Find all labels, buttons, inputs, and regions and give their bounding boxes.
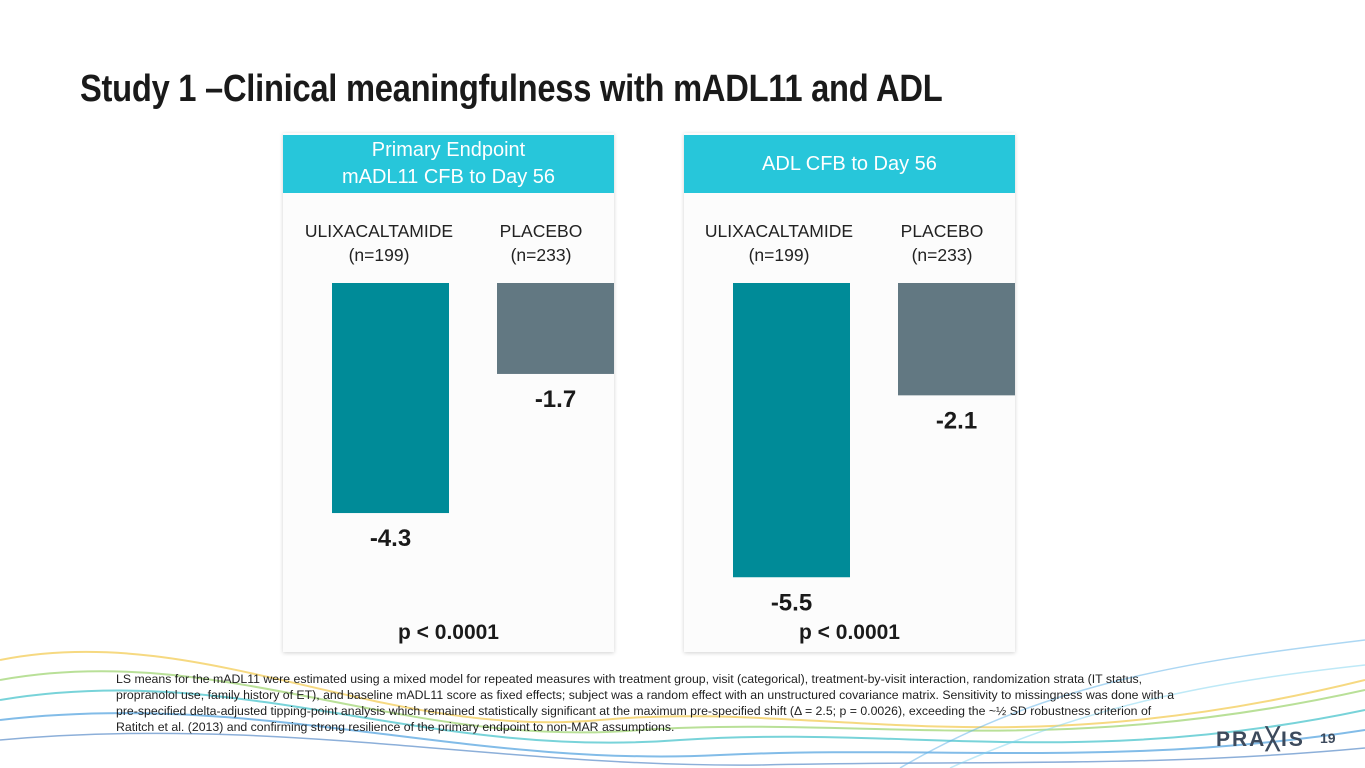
chart-panel-madl11: Primary Endpoint mADL11 CFB to Day 56 UL… (283, 133, 614, 652)
group-label-ulixacaltamide: ULIXACALTAMIDE (n=199) (289, 219, 469, 267)
chart-panel-adl: ADL CFB to Day 56 ULIXACALTAMIDE (n=199)… (684, 133, 1015, 652)
praxis-logo: PRA╳IS (1216, 728, 1305, 751)
bar-ulixacaltamide (733, 283, 850, 578)
group-n: (n=233) (911, 245, 973, 265)
page-number: 19 (1320, 730, 1336, 746)
panel-title-line-2: mADL11 CFB to Day 56 (341, 166, 556, 188)
group-name: ULIXACALTAMIDE (704, 221, 854, 241)
panel-header: ADL CFB to Day 56 (684, 135, 1015, 193)
group-n: (n=199) (748, 245, 810, 265)
group-name: ULIXACALTAMIDE (304, 221, 454, 241)
panel-header: Primary Endpoint mADL11 CFB to Day 56 (283, 135, 614, 193)
panel-title-line-1: Primary Endpoint (371, 139, 526, 161)
footnote: LS means for the mADL11 were estimated u… (116, 672, 1175, 734)
bar-placebo (898, 283, 1015, 396)
bar-placebo (497, 283, 614, 374)
group-label-ulixacaltamide: ULIXACALTAMIDE (n=199) (689, 219, 869, 267)
page-title: Study 1 –Clinical meaningfulness with mA… (80, 68, 943, 110)
group-label-placebo: PLACEBO (n=233) (852, 219, 1032, 267)
value-label: -4.3 (370, 525, 411, 552)
group-n: (n=199) (348, 245, 410, 265)
group-name: PLACEBO (499, 221, 583, 241)
value-label: -2.1 (936, 407, 977, 434)
panel-title-line-1: ADL CFB to Day 56 (762, 152, 937, 175)
decorative-waves (0, 639, 1365, 768)
value-label: -5.5 (771, 589, 812, 616)
group-name: PLACEBO (900, 221, 984, 241)
bar-chart-madl11: -4.3 -1.7 (332, 283, 614, 552)
value-label: -1.7 (535, 386, 576, 413)
p-value: p < 0.0001 (799, 621, 900, 644)
group-label-placebo: PLACEBO (n=233) (451, 219, 631, 267)
bar-chart-adl: -5.5 -2.1 (733, 283, 1015, 616)
p-value: p < 0.0001 (398, 621, 499, 644)
group-n: (n=233) (510, 245, 572, 265)
bar-ulixacaltamide (332, 283, 449, 514)
